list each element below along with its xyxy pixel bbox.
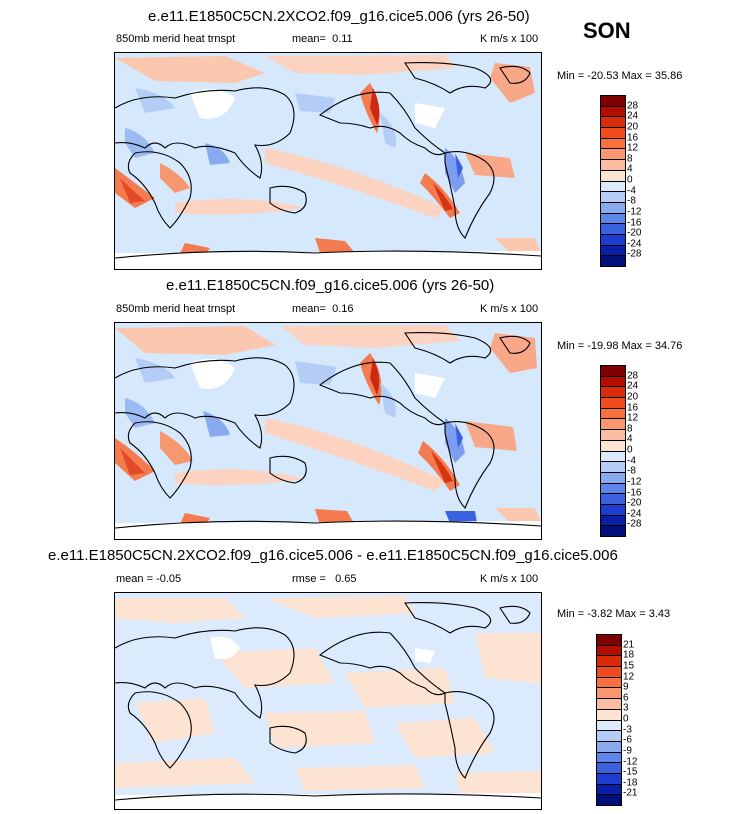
- colorbar-tick: 16: [627, 402, 639, 413]
- colorbar-tick: -18: [623, 777, 638, 789]
- colorbar-tick: 24: [627, 380, 639, 392]
- colorbar-tick: 12: [627, 412, 639, 424]
- colorbar-tick: 15: [623, 660, 635, 672]
- colorbar-tick: 12: [623, 671, 635, 682]
- colorbar-tick: -28: [627, 248, 642, 260]
- colorbar-tick: -15: [623, 766, 638, 778]
- colorbar-tick: 24: [627, 110, 639, 122]
- colorbar-tick: -24: [627, 508, 642, 520]
- colorbar-tick: -21: [623, 787, 638, 799]
- panel-1-mean: mean= 0.11: [292, 33, 353, 45]
- colorbar-tick: 12: [627, 142, 639, 154]
- panel-2-map: [114, 322, 542, 540]
- colorbar-tick: 6: [623, 692, 629, 704]
- panel-1-map-field: [115, 53, 541, 269]
- colorbar-tick: 16: [627, 132, 639, 143]
- colorbar-tick: -4: [627, 185, 636, 197]
- panel-3-units: K m/s x 100: [480, 573, 539, 585]
- panel-1-minmax: Min = -20.53 Max = 35.86: [557, 70, 683, 82]
- colorbar-tick: -3: [623, 724, 632, 736]
- colorbar-tick: -4: [627, 455, 636, 467]
- colorbar-tick: -8: [627, 465, 636, 477]
- colorbar-tick: 8: [627, 423, 633, 435]
- colorbar-tick: 21: [623, 639, 635, 651]
- panel-2-map-field: [115, 323, 541, 539]
- panel-3-map: [114, 592, 542, 810]
- colorbar-tick: 8: [627, 153, 633, 165]
- panel-1-variable: 850mb merid heat trnspt: [116, 33, 236, 45]
- colorbar-tick: 20: [627, 391, 639, 403]
- panel-1-title: e.e11.E1850C5CN.2XCO2.f09_g16.cice5.006 …: [148, 8, 530, 25]
- panel-1-units: K m/s x 100: [480, 33, 539, 45]
- colorbar-tick: 28: [627, 100, 639, 112]
- colorbar-tick: 18: [623, 649, 635, 661]
- colorbar-tick: -6: [623, 734, 632, 746]
- panel-1-map: [114, 52, 542, 270]
- panel-2-colorbar: [600, 365, 626, 537]
- colorbar-tick: 20: [627, 121, 639, 133]
- colorbar-tick: 3: [623, 702, 629, 714]
- colorbar-tick: -28: [627, 518, 642, 530]
- panel-2-mean: mean= 0.16: [292, 303, 354, 315]
- panel-1-colorbar: [600, 95, 626, 267]
- panel-3-rmse: rmse = 0.65: [292, 573, 357, 585]
- panel-2-minmax: Min = -19.98 Max = 34.76: [557, 340, 683, 352]
- colorbar-tick: -20: [627, 227, 642, 239]
- season-label: SON: [583, 18, 631, 43]
- panel-2-variable: 850mb merid heat trnspt: [116, 303, 236, 315]
- colorbar-tick: -12: [623, 756, 638, 767]
- colorbar-tick: -24: [627, 238, 642, 250]
- panel-2-units: K m/s x 100: [480, 303, 539, 315]
- colorbar-tick: -12: [627, 476, 642, 488]
- colorbar-tick: 4: [627, 163, 633, 175]
- colorbar-tick: 0: [623, 713, 629, 725]
- panel-3-title: e.e11.E1850C5CN.2XCO2.f09_g16.cice5.006 …: [48, 547, 618, 564]
- colorbar-tick: 0: [627, 444, 633, 456]
- panel-3-map-field: [115, 593, 541, 809]
- colorbar-tick: -12: [627, 206, 642, 218]
- colorbar-tick: -16: [627, 487, 642, 498]
- colorbar-tick: -16: [627, 217, 642, 228]
- panel-3-minmax: Min = -3.82 Max = 3.43: [557, 608, 671, 620]
- colorbar-tick: -20: [627, 497, 642, 509]
- colorbar-tick: 28: [627, 370, 639, 382]
- colorbar-tick: 9: [623, 681, 629, 693]
- panel-3-mean: mean = -0.05: [116, 573, 182, 585]
- colorbar-tick: -9: [623, 745, 632, 757]
- colorbar-tick: 4: [627, 433, 633, 445]
- panel-3-colorbar: [596, 634, 622, 806]
- panel-2-title: e.e11.E1850C5CN.f09_g16.cice5.006 (yrs 2…: [166, 277, 495, 294]
- colorbar-tick: -8: [627, 195, 636, 207]
- colorbar-tick: 0: [627, 174, 633, 186]
